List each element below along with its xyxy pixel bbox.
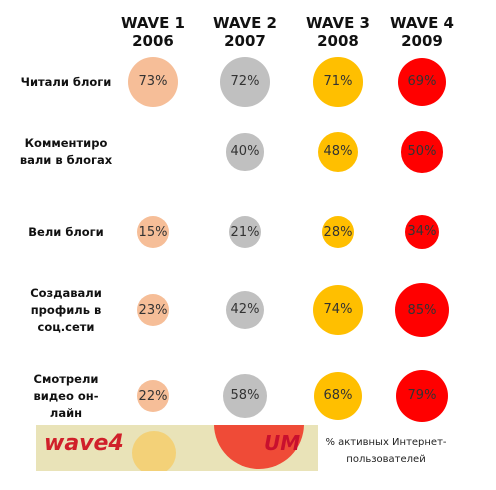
row-label-line: Смотрели [33, 371, 99, 386]
footnote: % активных Интернет- пользователей [316, 434, 456, 468]
wave-year: 2007 [224, 32, 266, 50]
bubble-row4-wave1: 23% [137, 294, 169, 326]
row-label-line: Комментиро [24, 136, 108, 150]
bubble-row2-wave3: 48% [317, 131, 359, 173]
wave-name: WAVE 2 [213, 14, 277, 32]
wave-name: WAVE 3 [306, 14, 370, 32]
row-label-5: Смотрели видео он-лайн [6, 371, 126, 422]
bubble-row4-wave2: 42% [226, 291, 264, 329]
banner-yellow-disc [132, 431, 176, 471]
row-label-4: Создавали профиль в соц.сети [6, 285, 126, 336]
wave-year: 2006 [132, 32, 174, 50]
row-label-line: лайн [49, 405, 83, 420]
bubble-row5-wave2: 58% [222, 373, 268, 419]
row-label-line: Читали блоги [20, 74, 112, 89]
bubble-row1-wave2: 72% [220, 57, 270, 107]
column-header-wave-2: WAVE 2 2007 [200, 14, 290, 50]
row-label-2: Комментиро вали в блогах [6, 135, 126, 169]
wave-year: 2008 [317, 32, 359, 50]
column-header-wave-1: WAVE 1 2006 [108, 14, 198, 50]
row-label-line: профиль в [30, 302, 102, 317]
bubble-row3-wave2: 21% [229, 216, 261, 248]
banner-wave4-logo: wave4 [44, 431, 124, 456]
row-label-1: Читали блоги [6, 74, 126, 91]
row-label-line: Вели блоги [28, 224, 104, 239]
footnote-line-1: % активных Интернет- [325, 437, 447, 448]
bubble-row1-wave1: 73% [127, 56, 178, 107]
bubble-row5-wave4: 79% [395, 369, 449, 423]
row-label-line: вали в блогах [19, 153, 113, 167]
row-label-3: Вели блоги [6, 224, 126, 241]
column-header-wave-4: WAVE 4 2009 [377, 14, 467, 50]
bubble-row3-wave1: 15% [137, 216, 169, 248]
bubble-row4-wave4: 85% [395, 283, 449, 337]
bubble-row2-wave4: 50% [401, 131, 443, 173]
wave-name: WAVE 4 [390, 14, 454, 32]
bubble-row2-wave2: 40% [226, 133, 264, 171]
row-label-line: соц.сети [37, 319, 95, 334]
row-label-line: видео он- [33, 388, 99, 403]
bubble-row4-wave3: 74% [312, 284, 364, 336]
bubble-row3-wave4: 34% [404, 214, 440, 250]
bubble-row5-wave3: 68% [313, 371, 363, 421]
row-label-line: Создавали [30, 285, 102, 300]
banner-um-logo: UM [264, 431, 301, 455]
footnote-line-2: пользователей [346, 454, 426, 465]
bubble-row1-wave3: 71% [313, 57, 363, 107]
bubble-row3-wave3: 28% [322, 216, 354, 248]
wave-year: 2009 [401, 32, 443, 50]
bubble-row5-wave1: 22% [137, 380, 169, 412]
column-header-wave-3: WAVE 3 2008 [293, 14, 383, 50]
wave4-banner-logo: wave4 UM [36, 425, 318, 471]
wave-name: WAVE 1 [121, 14, 185, 32]
bubble-row1-wave4: 69% [397, 57, 447, 107]
